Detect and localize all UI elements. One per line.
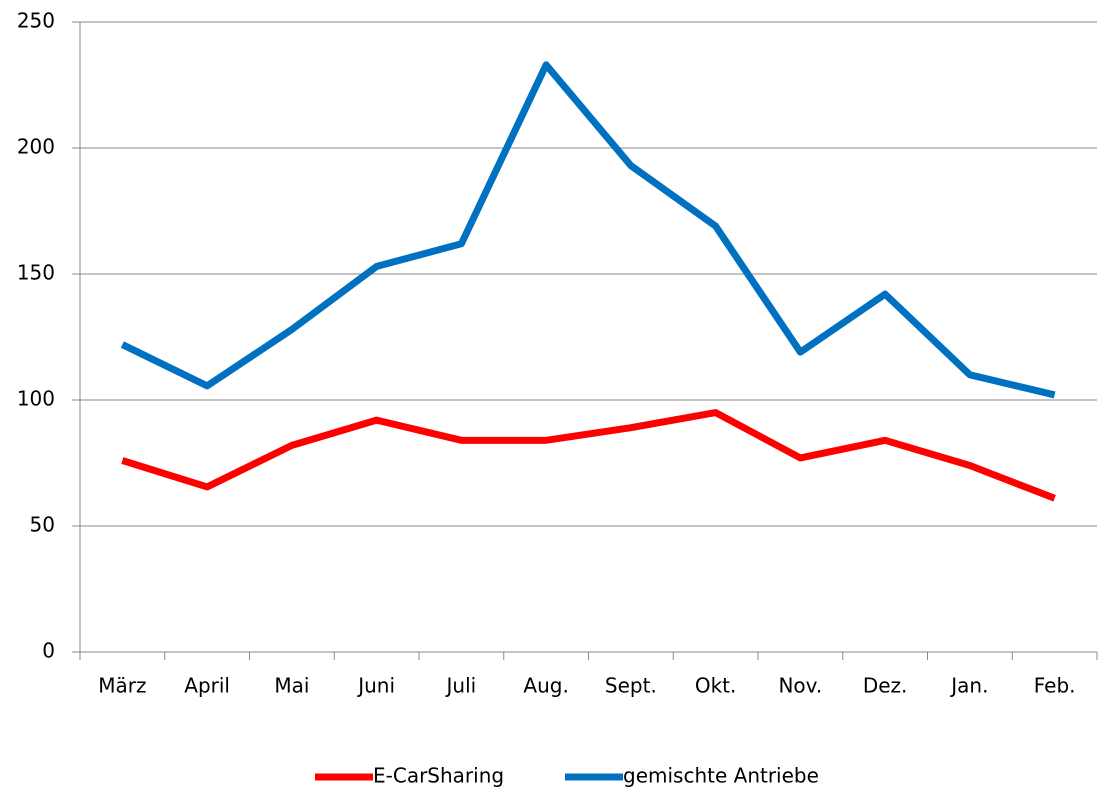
- y-tick-label: 150: [17, 261, 55, 285]
- y-tick-label: 50: [30, 513, 55, 537]
- x-tick-label: Juli: [445, 674, 477, 698]
- x-tick-label: Aug.: [523, 674, 568, 698]
- x-tick-label: Mai: [274, 674, 309, 698]
- x-tick-label: Dez.: [863, 674, 908, 698]
- y-tick-label: 0: [42, 639, 55, 663]
- x-tick-label: Feb.: [1034, 674, 1076, 698]
- x-tick-label: Sept.: [605, 674, 657, 698]
- y-tick-label: 100: [17, 387, 55, 411]
- y-tick-label: 200: [17, 135, 55, 159]
- x-tick-label: Juni: [356, 674, 395, 698]
- x-tick-label: Nov.: [778, 674, 822, 698]
- series-line: [121, 409, 1056, 502]
- x-tick-label: Jan.: [949, 674, 988, 698]
- x-tick-label: Okt.: [695, 674, 737, 698]
- legend-label: E-CarSharing: [373, 764, 504, 788]
- series-line: [120, 61, 1056, 399]
- y-tick-label: 250: [17, 9, 55, 33]
- x-tick-label: März: [98, 674, 146, 698]
- legend-label: gemischte Antriebe: [623, 764, 819, 788]
- x-tick-label: April: [184, 674, 230, 698]
